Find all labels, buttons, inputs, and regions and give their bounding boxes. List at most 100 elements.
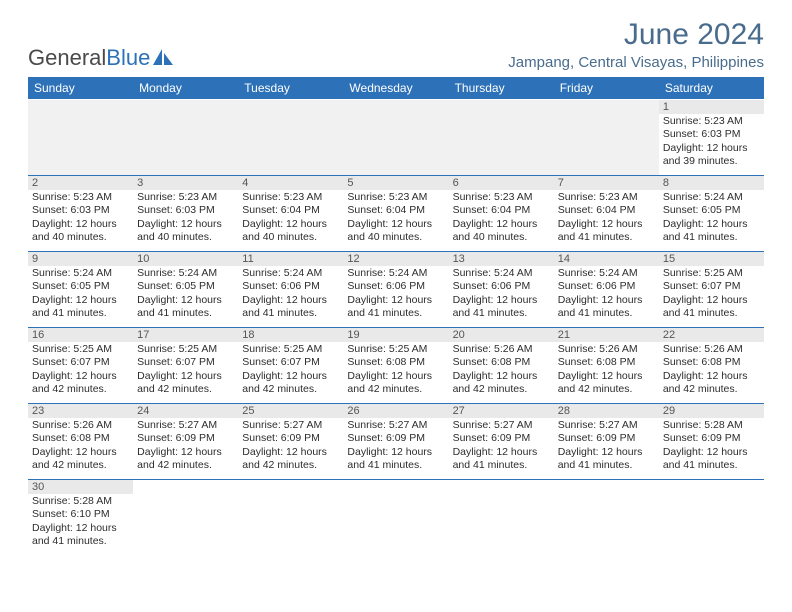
sunrise-text: Sunrise: 5:27 AM	[347, 419, 444, 432]
calendar-cell: 14Sunrise: 5:24 AMSunset: 6:06 PMDayligh…	[554, 252, 659, 328]
sunrise-text: Sunrise: 5:28 AM	[663, 419, 760, 432]
day-number: 24	[133, 404, 238, 418]
calendar-row: 30Sunrise: 5:28 AMSunset: 6:10 PMDayligh…	[28, 480, 764, 556]
day-number: 19	[343, 328, 448, 342]
calendar-cell: 12Sunrise: 5:24 AMSunset: 6:06 PMDayligh…	[343, 252, 448, 328]
month-title: June 2024	[508, 18, 764, 52]
sunset-text: Sunset: 6:04 PM	[453, 204, 550, 217]
calendar-cell: 15Sunrise: 5:25 AMSunset: 6:07 PMDayligh…	[659, 252, 764, 328]
day-info: Sunrise: 5:27 AMSunset: 6:09 PMDaylight:…	[453, 419, 550, 473]
sunrise-text: Sunrise: 5:24 AM	[32, 267, 129, 280]
sunrise-text: Sunrise: 5:25 AM	[137, 343, 234, 356]
calendar-cell: 30Sunrise: 5:28 AMSunset: 6:10 PMDayligh…	[28, 480, 133, 556]
calendar-row: 1Sunrise: 5:23 AMSunset: 6:03 PMDaylight…	[28, 100, 764, 176]
weekday-wednesday: Wednesday	[343, 77, 448, 100]
sunrise-text: Sunrise: 5:23 AM	[137, 191, 234, 204]
calendar-cell: 9Sunrise: 5:24 AMSunset: 6:05 PMDaylight…	[28, 252, 133, 328]
day-info: Sunrise: 5:27 AMSunset: 6:09 PMDaylight:…	[347, 419, 444, 473]
calendar-cell: 28Sunrise: 5:27 AMSunset: 6:09 PMDayligh…	[554, 404, 659, 480]
logo-sail-icon	[153, 49, 175, 65]
sunrise-text: Sunrise: 5:25 AM	[32, 343, 129, 356]
header: GeneralBlue June 2024 Jampang, Central V…	[28, 18, 764, 71]
day-info: Sunrise: 5:23 AMSunset: 6:04 PMDaylight:…	[453, 191, 550, 245]
logo: GeneralBlue	[28, 45, 175, 71]
weekday-monday: Monday	[133, 77, 238, 100]
day-number: 15	[659, 252, 764, 266]
sunset-text: Sunset: 6:09 PM	[663, 432, 760, 445]
calendar-row: 9Sunrise: 5:24 AMSunset: 6:05 PMDaylight…	[28, 252, 764, 328]
sunrise-text: Sunrise: 5:23 AM	[453, 191, 550, 204]
calendar-cell: 11Sunrise: 5:24 AMSunset: 6:06 PMDayligh…	[238, 252, 343, 328]
sunset-text: Sunset: 6:05 PM	[137, 280, 234, 293]
calendar-cell: 2Sunrise: 5:23 AMSunset: 6:03 PMDaylight…	[28, 176, 133, 252]
day-number: 6	[449, 176, 554, 190]
daylight-text: Daylight: 12 hours and 41 minutes.	[558, 446, 655, 473]
daylight-text: Daylight: 12 hours and 41 minutes.	[663, 294, 760, 321]
calendar-cell	[554, 100, 659, 176]
sunrise-text: Sunrise: 5:25 AM	[242, 343, 339, 356]
day-info: Sunrise: 5:24 AMSunset: 6:05 PMDaylight:…	[663, 191, 760, 245]
day-info: Sunrise: 5:27 AMSunset: 6:09 PMDaylight:…	[558, 419, 655, 473]
sunset-text: Sunset: 6:03 PM	[663, 128, 760, 141]
day-number: 28	[554, 404, 659, 418]
daylight-text: Daylight: 12 hours and 40 minutes.	[32, 218, 129, 245]
sunset-text: Sunset: 6:04 PM	[558, 204, 655, 217]
calendar-cell	[133, 100, 238, 176]
weekday-friday: Friday	[554, 77, 659, 100]
sunset-text: Sunset: 6:08 PM	[453, 356, 550, 369]
calendar-cell: 4Sunrise: 5:23 AMSunset: 6:04 PMDaylight…	[238, 176, 343, 252]
sunrise-text: Sunrise: 5:25 AM	[347, 343, 444, 356]
day-number: 14	[554, 252, 659, 266]
day-number: 22	[659, 328, 764, 342]
daylight-text: Daylight: 12 hours and 39 minutes.	[663, 142, 760, 169]
daylight-text: Daylight: 12 hours and 41 minutes.	[453, 446, 550, 473]
calendar-cell: 6Sunrise: 5:23 AMSunset: 6:04 PMDaylight…	[449, 176, 554, 252]
sunrise-text: Sunrise: 5:28 AM	[32, 495, 129, 508]
sunset-text: Sunset: 6:06 PM	[347, 280, 444, 293]
sunrise-text: Sunrise: 5:24 AM	[558, 267, 655, 280]
calendar-cell	[343, 100, 448, 176]
day-number: 8	[659, 176, 764, 190]
daylight-text: Daylight: 12 hours and 42 minutes.	[242, 446, 339, 473]
day-number: 1	[659, 100, 764, 114]
daylight-text: Daylight: 12 hours and 41 minutes.	[32, 294, 129, 321]
daylight-text: Daylight: 12 hours and 41 minutes.	[347, 294, 444, 321]
logo-text-general: General	[28, 45, 106, 71]
weekday-saturday: Saturday	[659, 77, 764, 100]
day-info: Sunrise: 5:23 AMSunset: 6:04 PMDaylight:…	[242, 191, 339, 245]
day-number: 3	[133, 176, 238, 190]
day-number: 5	[343, 176, 448, 190]
calendar-cell	[659, 480, 764, 556]
daylight-text: Daylight: 12 hours and 41 minutes.	[558, 294, 655, 321]
weekday-row: Sunday Monday Tuesday Wednesday Thursday…	[28, 77, 764, 100]
day-info: Sunrise: 5:28 AMSunset: 6:09 PMDaylight:…	[663, 419, 760, 473]
calendar-row: 23Sunrise: 5:26 AMSunset: 6:08 PMDayligh…	[28, 404, 764, 480]
daylight-text: Daylight: 12 hours and 41 minutes.	[663, 218, 760, 245]
day-info: Sunrise: 5:23 AMSunset: 6:03 PMDaylight:…	[663, 115, 760, 169]
calendar-cell: 24Sunrise: 5:27 AMSunset: 6:09 PMDayligh…	[133, 404, 238, 480]
day-number: 23	[28, 404, 133, 418]
daylight-text: Daylight: 12 hours and 42 minutes.	[137, 446, 234, 473]
day-info: Sunrise: 5:25 AMSunset: 6:07 PMDaylight:…	[137, 343, 234, 397]
day-info: Sunrise: 5:26 AMSunset: 6:08 PMDaylight:…	[558, 343, 655, 397]
day-number: 12	[343, 252, 448, 266]
daylight-text: Daylight: 12 hours and 40 minutes.	[347, 218, 444, 245]
calendar-cell: 13Sunrise: 5:24 AMSunset: 6:06 PMDayligh…	[449, 252, 554, 328]
calendar-cell	[133, 480, 238, 556]
sunset-text: Sunset: 6:03 PM	[32, 204, 129, 217]
sunrise-text: Sunrise: 5:25 AM	[663, 267, 760, 280]
day-info: Sunrise: 5:23 AMSunset: 6:03 PMDaylight:…	[32, 191, 129, 245]
day-info: Sunrise: 5:24 AMSunset: 6:05 PMDaylight:…	[137, 267, 234, 321]
calendar-cell	[554, 480, 659, 556]
sunset-text: Sunset: 6:07 PM	[137, 356, 234, 369]
day-number: 25	[238, 404, 343, 418]
calendar-cell	[449, 480, 554, 556]
calendar-cell: 10Sunrise: 5:24 AMSunset: 6:05 PMDayligh…	[133, 252, 238, 328]
calendar-row: 2Sunrise: 5:23 AMSunset: 6:03 PMDaylight…	[28, 176, 764, 252]
calendar-cell: 23Sunrise: 5:26 AMSunset: 6:08 PMDayligh…	[28, 404, 133, 480]
sunset-text: Sunset: 6:09 PM	[558, 432, 655, 445]
day-info: Sunrise: 5:25 AMSunset: 6:07 PMDaylight:…	[32, 343, 129, 397]
calendar-cell: 19Sunrise: 5:25 AMSunset: 6:08 PMDayligh…	[343, 328, 448, 404]
daylight-text: Daylight: 12 hours and 42 minutes.	[453, 370, 550, 397]
calendar-cell: 22Sunrise: 5:26 AMSunset: 6:08 PMDayligh…	[659, 328, 764, 404]
